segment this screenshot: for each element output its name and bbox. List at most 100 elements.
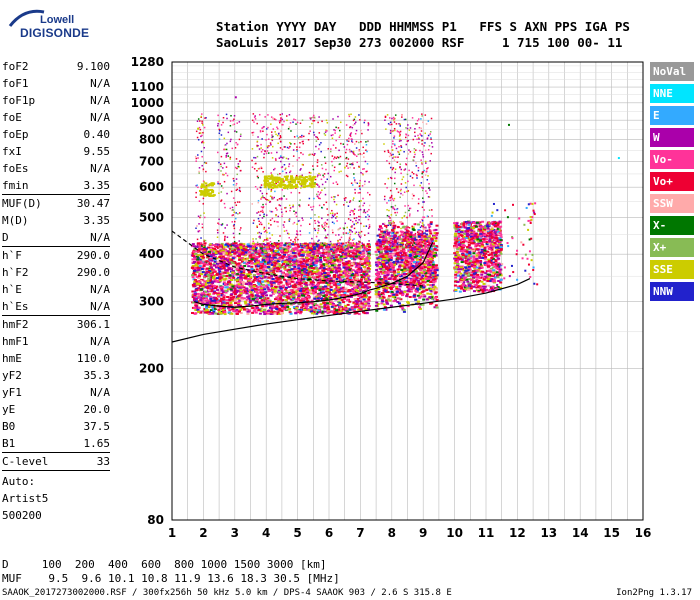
- echo-point: [291, 259, 295, 262]
- x-tick-label: 12: [509, 526, 526, 540]
- echo-point: [245, 298, 249, 301]
- echo-point: [269, 313, 273, 316]
- echo-point: [380, 297, 384, 300]
- echo-point: [429, 232, 433, 235]
- echo-point: [382, 255, 386, 258]
- echo-point: [334, 296, 338, 299]
- echo-point: [321, 290, 325, 293]
- echo-point: [347, 260, 351, 263]
- echo-point: [383, 252, 387, 255]
- echo-point: [362, 298, 366, 301]
- echo-point: [289, 277, 293, 280]
- echo-point: [356, 283, 360, 286]
- echo-point: [425, 261, 429, 264]
- echo-point: [271, 247, 275, 250]
- echo-point: [259, 309, 263, 312]
- echo-point: [257, 308, 261, 311]
- echo-point: [215, 298, 219, 301]
- echo-point: [220, 289, 224, 292]
- echo-point: [425, 229, 429, 232]
- echo-point: [229, 244, 233, 247]
- echo-point: [398, 264, 402, 267]
- echo-point: [405, 272, 409, 275]
- echo-point: [391, 268, 395, 271]
- echo-point: [280, 242, 284, 245]
- echo-point: [421, 277, 425, 280]
- echo-point: [412, 272, 416, 275]
- echo-point: [380, 299, 384, 302]
- echo-point: [331, 264, 335, 267]
- echo-point: [332, 264, 336, 267]
- echo-point: [288, 260, 292, 263]
- echo-point: [282, 307, 286, 310]
- echo-point: [408, 267, 412, 270]
- echo-point: [267, 244, 271, 247]
- echo-point: [263, 308, 267, 311]
- echo-point: [254, 307, 258, 310]
- echo-point: [435, 298, 439, 301]
- echo-point: [365, 264, 369, 267]
- echo-point: [264, 269, 268, 272]
- echo-point: [382, 289, 386, 292]
- echo-point: [378, 285, 382, 288]
- echo-point: [283, 292, 287, 295]
- echo-point: [403, 265, 407, 268]
- echo-point: [198, 272, 202, 275]
- echo-point: [281, 276, 285, 279]
- echo-point: [408, 295, 412, 298]
- echo-point: [331, 267, 335, 270]
- echo-point: [421, 252, 425, 255]
- echo-point: [263, 262, 267, 265]
- echo-point: [414, 270, 418, 273]
- echo-point: [235, 279, 239, 282]
- echo-point: [380, 248, 384, 251]
- echo-point: [216, 264, 220, 267]
- x-tick-label: 16: [635, 526, 652, 540]
- echo-point: [356, 290, 360, 293]
- echo-point: [309, 265, 313, 268]
- echo-point: [398, 236, 402, 239]
- echo-point: [318, 274, 322, 277]
- echo-point: [331, 277, 335, 280]
- echo-point: [427, 263, 431, 266]
- echo-point: [196, 256, 200, 259]
- echo-point: [378, 240, 382, 243]
- echo-point: [368, 286, 372, 289]
- echo-point: [267, 260, 271, 263]
- echo-point: [408, 274, 412, 277]
- echo-point: [359, 255, 363, 258]
- echo-point: [295, 260, 299, 263]
- echo-point: [402, 249, 406, 252]
- echo-point: [382, 240, 386, 243]
- echo-point: [242, 253, 246, 256]
- echo-point: [318, 289, 322, 292]
- echo-point: [322, 281, 326, 284]
- echo-point: [431, 278, 435, 281]
- echo-point: [248, 273, 252, 276]
- echo-point: [325, 300, 329, 303]
- echo-point: [256, 298, 260, 301]
- echo-point: [265, 246, 269, 249]
- echo-point: [214, 244, 218, 247]
- echo-point: [364, 303, 368, 306]
- echo-point: [318, 285, 322, 288]
- echo-point: [274, 250, 278, 253]
- echo-point: [242, 258, 246, 261]
- echo-point: [239, 292, 243, 295]
- echo-point: [390, 270, 394, 273]
- echo-point: [335, 267, 339, 270]
- echo-point: [289, 252, 293, 255]
- echo-point: [300, 306, 304, 309]
- echo-point: [234, 291, 238, 294]
- echo-point: [300, 269, 304, 272]
- echo-point: [296, 288, 300, 291]
- echo-point: [240, 265, 244, 268]
- echo-point: [352, 308, 356, 311]
- echo-point: [267, 288, 271, 291]
- echo-point: [407, 242, 411, 245]
- echo-point: [239, 288, 243, 291]
- echo-point: [272, 250, 276, 253]
- echo-point: [301, 308, 305, 311]
- echo-point: [324, 301, 328, 304]
- echo-point: [336, 242, 340, 245]
